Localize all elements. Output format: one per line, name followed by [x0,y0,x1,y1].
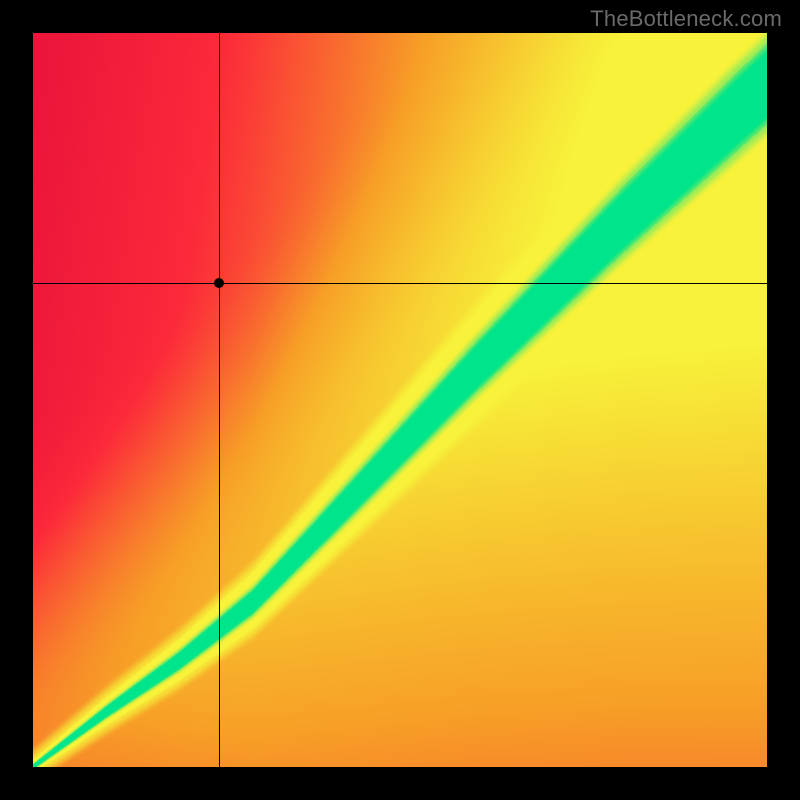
crosshair-horizontal [33,283,767,284]
crosshair-marker [214,278,224,288]
watermark-text: TheBottleneck.com [590,6,782,32]
heatmap-plot [33,33,767,767]
crosshair-vertical [219,33,220,767]
heatmap-canvas [33,33,767,767]
